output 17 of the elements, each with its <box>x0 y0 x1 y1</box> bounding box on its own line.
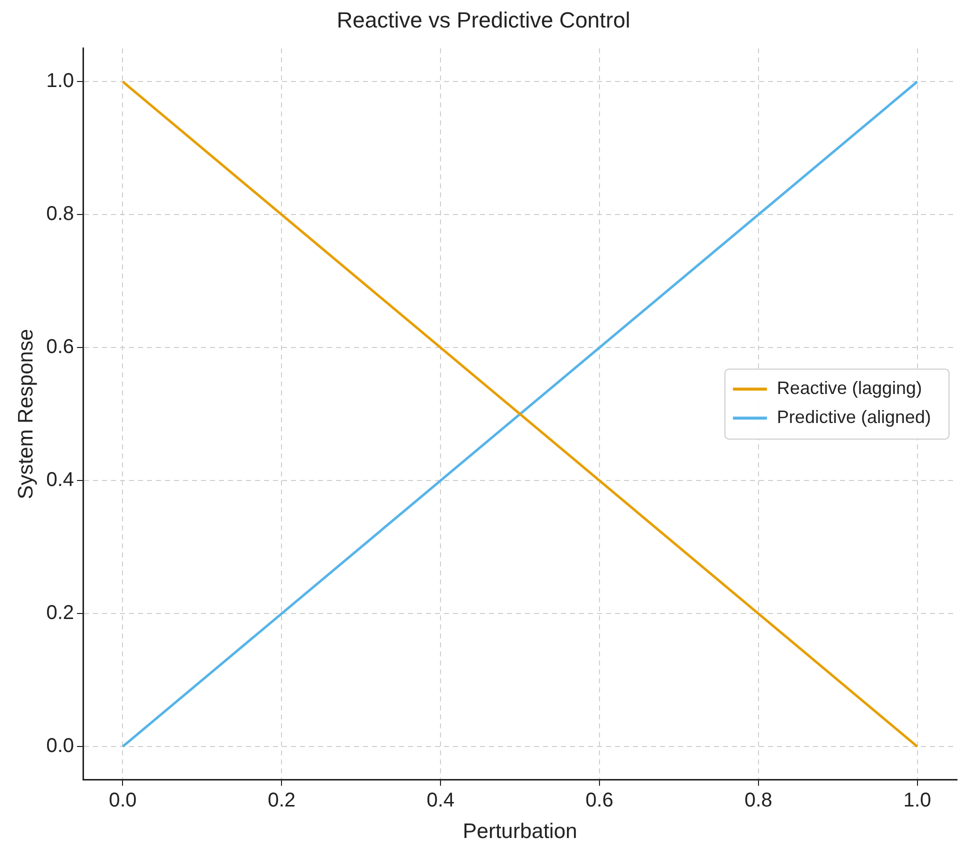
x-axis-title: Perturbation <box>462 820 578 844</box>
legend-label: Reactive (lagging) <box>776 378 922 398</box>
y-axis-title: System Response <box>14 328 38 500</box>
y-tick-label: 0.8 <box>46 203 74 226</box>
y-tick-label: 0.2 <box>46 602 74 624</box>
legend-label: Predictive (aligned) <box>776 407 932 428</box>
x-tick-label: 1.0 <box>903 789 932 812</box>
y-tick-label: 0.4 <box>46 469 74 492</box>
chart-title: Reactive vs Predictive Control <box>336 7 630 32</box>
x-tick-label: 0.0 <box>108 789 137 812</box>
x-tick-label: 0.8 <box>744 789 772 812</box>
x-tick-label: 0.2 <box>268 789 296 812</box>
y-tick-label: 0.6 <box>46 336 74 358</box>
x-tick-label: 0.6 <box>586 789 614 812</box>
x-tick-label: 0.4 <box>426 789 454 812</box>
y-tick-label: 1.0 <box>46 70 74 92</box>
y-tick-label: 0.0 <box>46 735 74 758</box>
